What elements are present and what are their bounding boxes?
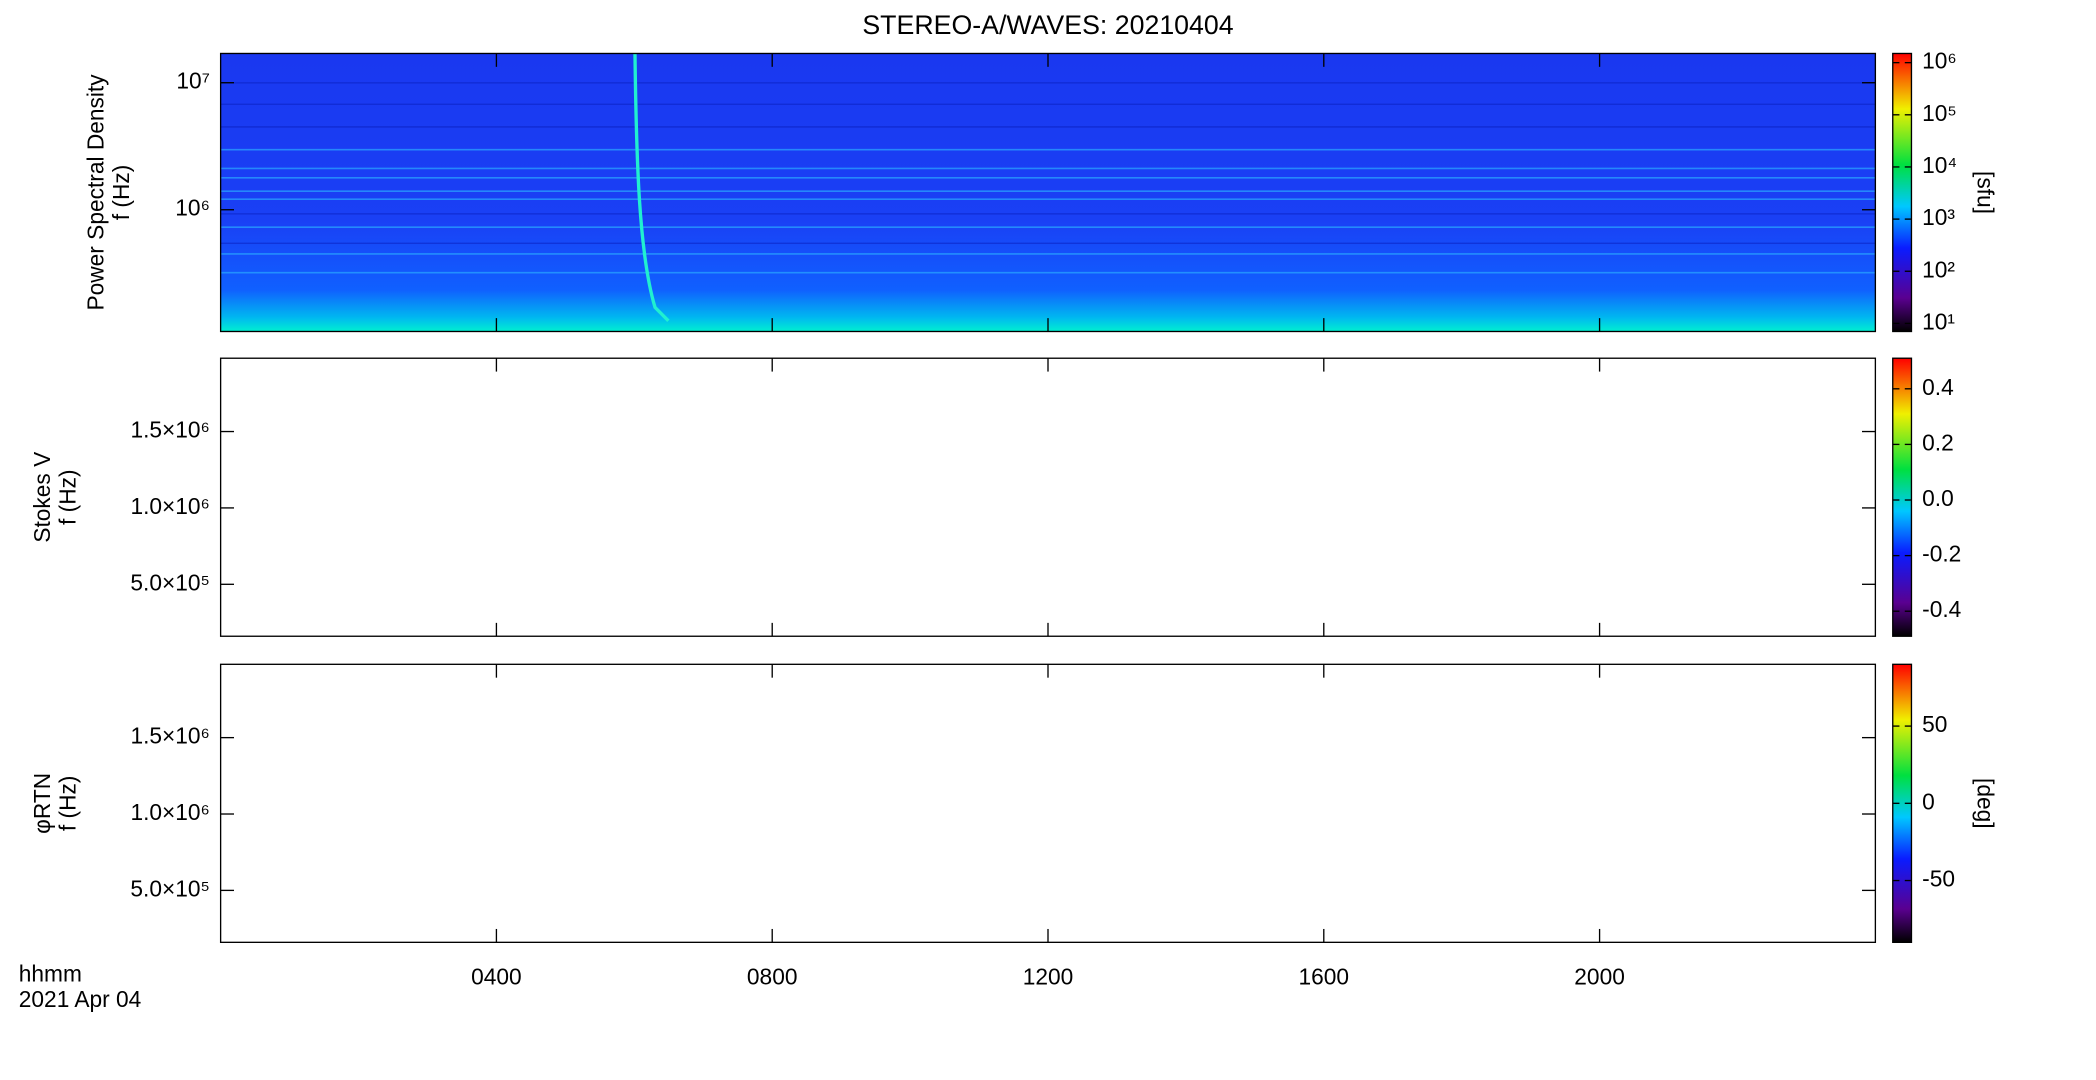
x-axis-label: hhmm [19,961,82,987]
chart-title: STEREO-A/WAVES: 20210404 [862,10,1233,40]
colorbar-tick-label: 0.4 [1922,374,1954,400]
x-tick-label: 0400 [471,963,522,989]
y-axis-label: φRTN [29,773,55,834]
y-axis-label: f (Hz) [108,165,134,221]
y-tick-label: 1.0×10⁶ [130,493,209,519]
y-tick-label: 10⁷ [176,68,210,94]
colorbar-tick-label: 0 [1922,788,1935,814]
colorbar-tick-label: 10² [1922,256,1955,282]
plot-frame [219,663,1877,943]
x-tick-label: 1600 [1299,963,1350,989]
y-tick-label: 5.0×10⁵ [130,875,210,901]
y-tick-label: 1.5×10⁶ [130,417,209,443]
colorbar-label: [deg] [1973,778,1999,829]
x-tick-label: 0800 [747,963,798,989]
plot-frame [219,357,1877,637]
colorbar-tick-label: -0.4 [1922,596,1961,622]
colorbar-tick-label: 10³ [1922,204,1955,230]
y-axis-label: f (Hz) [55,776,81,832]
y-tick-label: 1.5×10⁶ [130,723,209,749]
colorbar-tick-label: -0.2 [1922,541,1961,567]
colorbar-tick-label: 10⁶ [1922,48,1957,74]
colorbar-tick-label: 10⁴ [1922,152,1957,178]
y-axis-label: f (Hz) [55,469,81,525]
colorbar-tick-label: 10⁵ [1922,100,1957,126]
x-tick-label: 2000 [1574,963,1625,989]
y-tick-label: 10⁶ [175,195,210,221]
y-axis-label: Stokes V [29,451,55,543]
colorbar [1892,357,1913,637]
y-tick-label: 5.0×10⁵ [130,569,210,595]
colorbar-label: [sfu] [1973,171,1999,214]
y-axis-label: Power Spectral Density [83,74,109,311]
colorbar-tick-label: 0.2 [1922,429,1954,455]
colorbar-tick-label: -50 [1922,866,1955,892]
x-tick-label: 1200 [1023,963,1074,989]
colorbar-tick-label: 10¹ [1922,308,1955,334]
x-axis-date: 2021 Apr 04 [19,986,142,1012]
colorbar-tick-label: 50 [1922,711,1947,737]
y-tick-label: 1.0×10⁶ [130,799,209,825]
spectrogram-image [220,53,1876,332]
colorbar-tick-label: 0.0 [1922,485,1954,511]
colorbar [1892,52,1913,333]
